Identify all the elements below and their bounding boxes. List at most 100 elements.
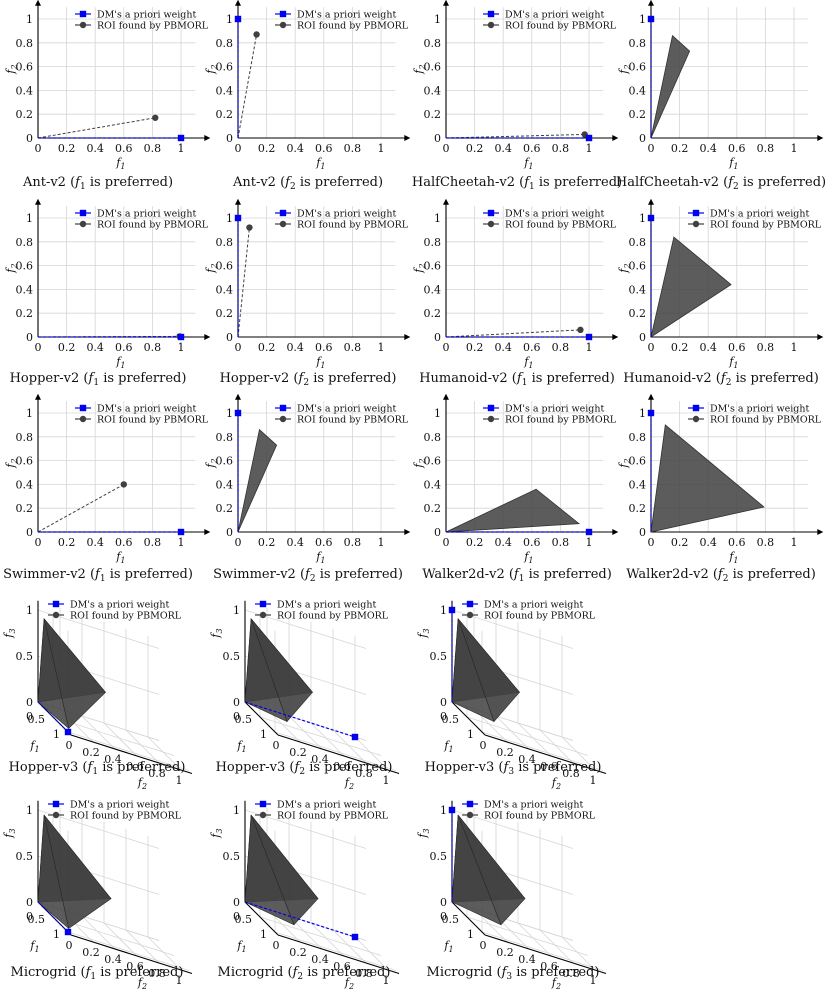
x-tick-label: 1 [467,928,474,941]
x-tick-label: 0.5 [235,913,253,926]
roi-line [237,227,250,338]
x-axis-label: f1 [115,156,125,171]
x-tick-label: 0.2 [466,142,484,155]
z-axis-label: f3 [209,628,224,638]
roi-region [650,424,765,533]
caption: Swimmer-v2 (f1 is preferred) [3,567,193,584]
x-tick-label: 0 [26,910,33,923]
y-tick-label: 0.2 [216,108,234,121]
y-tick-label: 0.2 [82,746,100,759]
y-tick-label: 0 [66,939,73,952]
grid-line [481,731,604,771]
legend-roi-marker [466,811,474,819]
weight-point [64,928,72,936]
x-axis-label: f1 [29,739,39,754]
y-tick-label: 0 [273,939,280,952]
roi-line [37,483,125,533]
y-tick-label: 1 [434,212,441,225]
x-axis-label: f1 [315,156,325,171]
legend-roi-label: ROI found by PBMORL [70,611,182,622]
x-tick-label: 0.8 [144,536,162,549]
grid-line [517,722,552,757]
x-tick-label: 1 [378,341,385,354]
y-tick-label: 0 [639,132,646,145]
x-axis-label: f1 [523,355,533,370]
x-tick-label: 0 [235,341,242,354]
caption: Hopper-v2 (f1 is preferred) [10,371,187,388]
y-tick-label: 0.8 [629,431,647,444]
x-tick-label: 0.8 [344,142,362,155]
caption: Hopper-v3 (f3 is preferred) [425,760,602,777]
y-tick-label: 0.6 [16,260,34,273]
z-tick-label: 0 [233,696,240,709]
legend-roi-marker [52,811,60,819]
caption: HalfCheetah-v2 (f2 is preferred) [616,175,826,192]
y-tick-label: 0.8 [629,37,647,50]
grid-line [274,931,397,971]
x-axis-label: f1 [728,355,738,370]
y-axis [70,934,193,975]
legend-roi-marker [79,220,87,228]
y-axis-label: f2 [204,458,219,468]
grid-line [310,722,345,757]
x-tick-label: 0.2 [58,142,76,155]
y-axis-label: f2 [137,976,147,990]
x-tick-label: 0.4 [286,142,304,155]
x-tick-label: 0 [35,536,42,549]
y-tick-label: 0.8 [148,767,166,780]
z-tick-label: 1 [440,604,447,617]
legend-weight-marker [279,404,287,412]
roi-region [37,815,70,930]
y-tick-label: 0.2 [216,307,234,320]
panel-hop-f2: 0 0.2 0.4 0.6 0.8 1 0 0.2 0.4 0.6 0.8 1 f1 f2 DM's a p… [204,198,411,388]
x-tick-label: 1 [378,536,385,549]
y-tick-label: 0.2 [424,502,442,515]
y-tick-label: 0.8 [216,431,234,444]
y-tick-label: 1 [434,13,441,26]
legend-roi-marker [259,611,267,619]
roi-point [120,481,128,488]
legend-weight-label: DM's a priori weight [297,10,397,21]
y-tick-label: 0.6 [629,455,647,468]
x-axis-label: f1 [115,355,125,370]
y-tick-label: 0.8 [216,37,234,50]
weight-point [585,528,593,536]
panel-hum-f2: 0 0.2 0.4 0.6 0.8 1 0 0.2 0.4 0.6 0.8 1 f1 f2 DM's a p… [617,198,824,388]
y-axis-label: f2 [204,64,219,74]
y-tick-label: 0 [26,132,33,145]
y-axis-arrow [35,198,41,205]
x-axis [451,901,486,936]
y-axis [277,734,400,775]
legend-roi-marker [487,415,495,423]
y-axis [277,934,400,975]
legend-weight-label: DM's a priori weight [484,800,584,811]
caption: Microgrid (f1 is preferred) [11,965,184,982]
x-axis-arrow [404,334,411,340]
y-tick-label: 1 [434,407,441,420]
legend-roi-marker [79,415,87,423]
y-axis-label: f2 [344,976,354,990]
x-tick-label: 0.8 [552,142,570,155]
caption: Microgrid (f3 is preferred) [427,965,600,982]
y-tick-label: 0 [26,526,33,539]
weight-point [351,733,359,741]
weight-point [647,409,655,417]
x-tick-label: 0.6 [115,536,133,549]
z-tick-label: 1 [26,604,33,617]
y-tick-label: 1 [383,974,390,987]
caption: Humanoid-v2 (f2 is preferred) [623,371,819,388]
legend-roi-label: ROI found by PBMORL [710,415,822,426]
y-tick-label: 0 [226,526,233,539]
y-tick-label: 1 [590,774,597,787]
y-axis-arrow [235,198,241,205]
grid-line [354,936,389,971]
